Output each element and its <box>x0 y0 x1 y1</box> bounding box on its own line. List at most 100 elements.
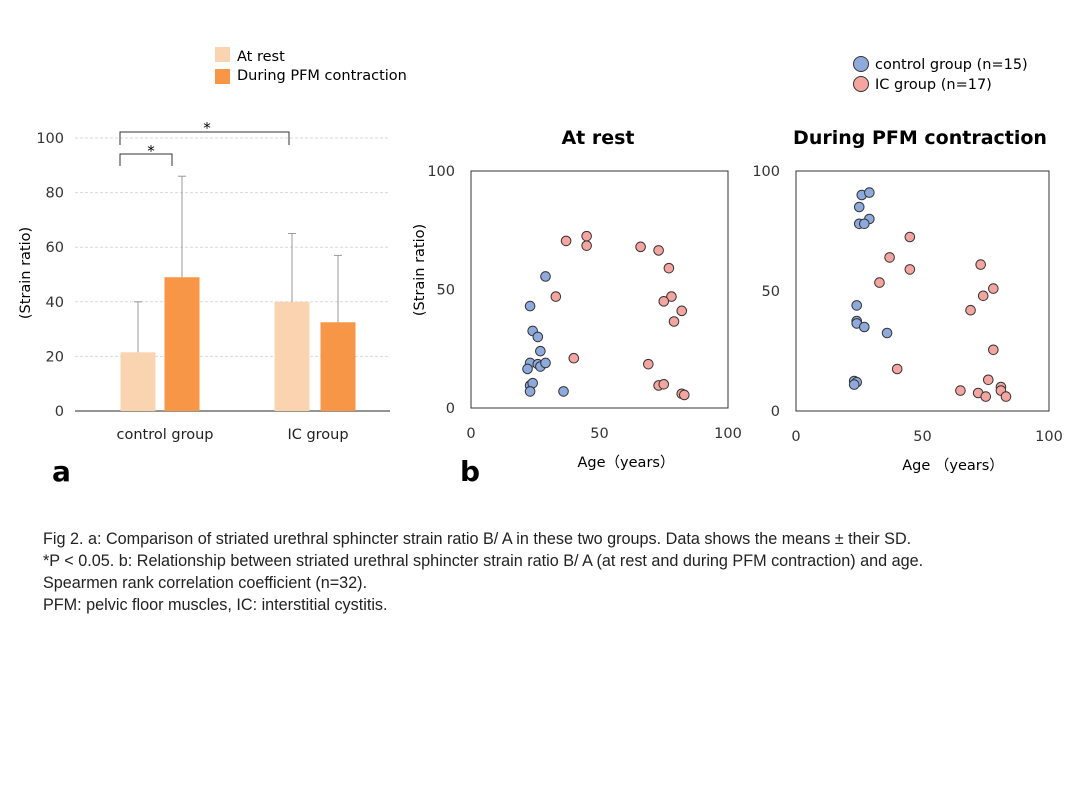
pfm-point-control-6 <box>859 218 870 230</box>
caption-line-4: PFM: pelvic floor muscles, IC: interstit… <box>43 596 388 614</box>
legend-label-ic: IC group (n=17) <box>875 77 992 93</box>
legend-marker-ic <box>853 76 869 92</box>
rest-point-ic-10 <box>676 305 688 317</box>
pfm-point-control-3 <box>853 201 865 213</box>
scatter-at-rest-ylabel: (Strain ratio) <box>412 224 428 316</box>
pfm-y-tick-label-100: 100 <box>752 164 780 180</box>
scatter-during-pfm-xlabel: Age （years） <box>902 457 1004 474</box>
pfm-point-ic-9 <box>988 344 999 356</box>
pfm-y-tick-label-50: 50 <box>762 284 780 300</box>
panel-label-a: a <box>52 455 71 488</box>
rest-point-control-14 <box>558 386 569 397</box>
legend-label-during-pfm: During PFM contraction <box>237 68 407 84</box>
pfm-point-ic-13 <box>955 385 966 396</box>
legend-label-at-rest: At rest <box>237 49 285 65</box>
panel-label-b: b <box>460 455 480 488</box>
scatter-during-pfm-title: During PFM contraction <box>793 127 1047 149</box>
bar-during-pfm-contraction-control-group <box>164 277 200 411</box>
bar-series <box>120 175 356 411</box>
rest-point-control-10 <box>540 357 551 369</box>
pfm-x-tick-label-50: 50 <box>913 429 931 445</box>
bar-chart-ylabel: (Strain ratio) <box>18 227 34 319</box>
y-tick-label-0: 0 <box>55 404 64 420</box>
caption-line-2: *P < 0.05. b: Relationship between stria… <box>43 552 924 570</box>
bar-at-rest-ic-group <box>274 301 310 411</box>
rest-point-ic-1 <box>560 235 572 247</box>
rest-point-ic-7 <box>666 291 677 302</box>
bracket-control-during <box>119 153 173 166</box>
pfm-point-control-2 <box>864 187 875 198</box>
legend-marker-control <box>853 56 869 72</box>
rest-point-ic-3 <box>581 240 592 251</box>
bar-at-rest-control-group <box>120 352 156 411</box>
y-tick-label-60: 60 <box>46 240 64 256</box>
rest-point-ic-12 <box>568 352 580 364</box>
pfm-point-ic-7 <box>977 290 989 302</box>
rest-plot-frame <box>470 170 729 409</box>
pfm-point-control-14 <box>848 379 860 390</box>
rest-point-ic-13 <box>643 358 654 370</box>
rest-point-control-13 <box>524 386 536 397</box>
significance-star-2: * <box>203 119 211 137</box>
rest-point-ic-11 <box>668 316 680 327</box>
figure: At rest During PFM contraction control g… <box>18 47 1063 488</box>
x-tick-label-ic-group: IC group <box>287 427 348 443</box>
rest-x-tick-label-0: 0 <box>466 426 475 442</box>
pfm-point-ic-1 <box>904 231 916 243</box>
rest-y-tick-label-0: 0 <box>446 401 455 417</box>
rest-point-ic-8 <box>550 291 562 302</box>
bar-legend: At rest During PFM contraction <box>215 47 407 84</box>
pfm-point-control-10 <box>859 321 870 333</box>
x-tick-label-control-group: control group <box>117 427 214 443</box>
y-tick-label-20: 20 <box>46 349 64 365</box>
scatter-at-rest-title: At rest <box>561 127 634 149</box>
rest-x-tick-label-50: 50 <box>590 426 608 442</box>
pfm-point-control-11 <box>881 327 893 339</box>
scatter-during-pfm: During PFM contraction Age （years） 0 50 10… <box>752 127 1063 474</box>
rest-point-ic-2 <box>581 230 592 242</box>
rest-y-tick-label-100: 100 <box>427 164 455 180</box>
rest-x-tick-label-100: 100 <box>714 426 742 442</box>
figure-caption: Fig 2. a: Comparison of striated urethra… <box>43 528 1053 616</box>
rest-point-ic-15 <box>658 379 670 390</box>
bar-during-pfm-contraction-ic-group <box>320 322 356 411</box>
rest-y-tick-label-50: 50 <box>437 283 455 299</box>
legend-label-control: control group (n=15) <box>875 57 1028 73</box>
pfm-point-ic-10 <box>891 363 903 375</box>
bar-chart: (Strain ratio) 0 20 40 60 80 100 control grou… <box>18 119 390 443</box>
rest-point-control-5 <box>535 345 546 357</box>
scatter-legend: control group (n=15) IC group (n=17) <box>853 56 1028 93</box>
legend-swatch-during-pfm <box>215 69 230 84</box>
scatter-at-rest: At rest (Strain ratio) Age（years） 0 50 100… <box>412 127 742 471</box>
rest-point-ic-9 <box>658 296 670 307</box>
y-tick-label-80: 80 <box>46 186 64 202</box>
legend-swatch-at-rest <box>215 47 230 62</box>
caption-line-1: Fig 2. a: Comparison of striated urethra… <box>43 530 912 548</box>
pfm-point-ic-2 <box>884 252 895 263</box>
pfm-point-ic-8 <box>965 304 976 316</box>
rest-point-control-1 <box>524 300 536 312</box>
pfm-point-ic-17 <box>1000 391 1012 402</box>
rest-point-control-4 <box>540 271 551 282</box>
pfm-point-ic-15 <box>980 391 992 402</box>
pfm-x-tick-label-100: 100 <box>1035 429 1063 445</box>
y-tick-label-40: 40 <box>46 295 64 311</box>
bar-x-ticks: control group IC group <box>117 427 349 443</box>
pfm-plot-frame <box>795 170 1050 412</box>
pfm-point-ic-6 <box>988 283 999 294</box>
rest-point-ic-6 <box>663 262 675 274</box>
pfm-point-ic-5 <box>975 259 986 270</box>
pfm-point-ic-4 <box>874 277 885 288</box>
y-tick-label-100: 100 <box>36 131 64 147</box>
rest-point-ic-5 <box>653 245 664 256</box>
bar-y-ticks: 0 20 40 60 80 100 <box>36 131 64 420</box>
rest-point-ic-4 <box>635 241 646 253</box>
scatter-at-rest-xlabel: Age（years） <box>578 454 675 471</box>
rest-point-control-3 <box>532 331 544 343</box>
rest-point-ic-17 <box>679 389 690 401</box>
pfm-x-tick-label-0: 0 <box>791 429 800 445</box>
caption-line-3: Spearmen rank correlation coefficient (n… <box>43 574 368 592</box>
significance-star-1: * <box>147 142 155 160</box>
rest-point-control-7 <box>522 363 533 375</box>
bracket-control-ic <box>119 131 290 145</box>
